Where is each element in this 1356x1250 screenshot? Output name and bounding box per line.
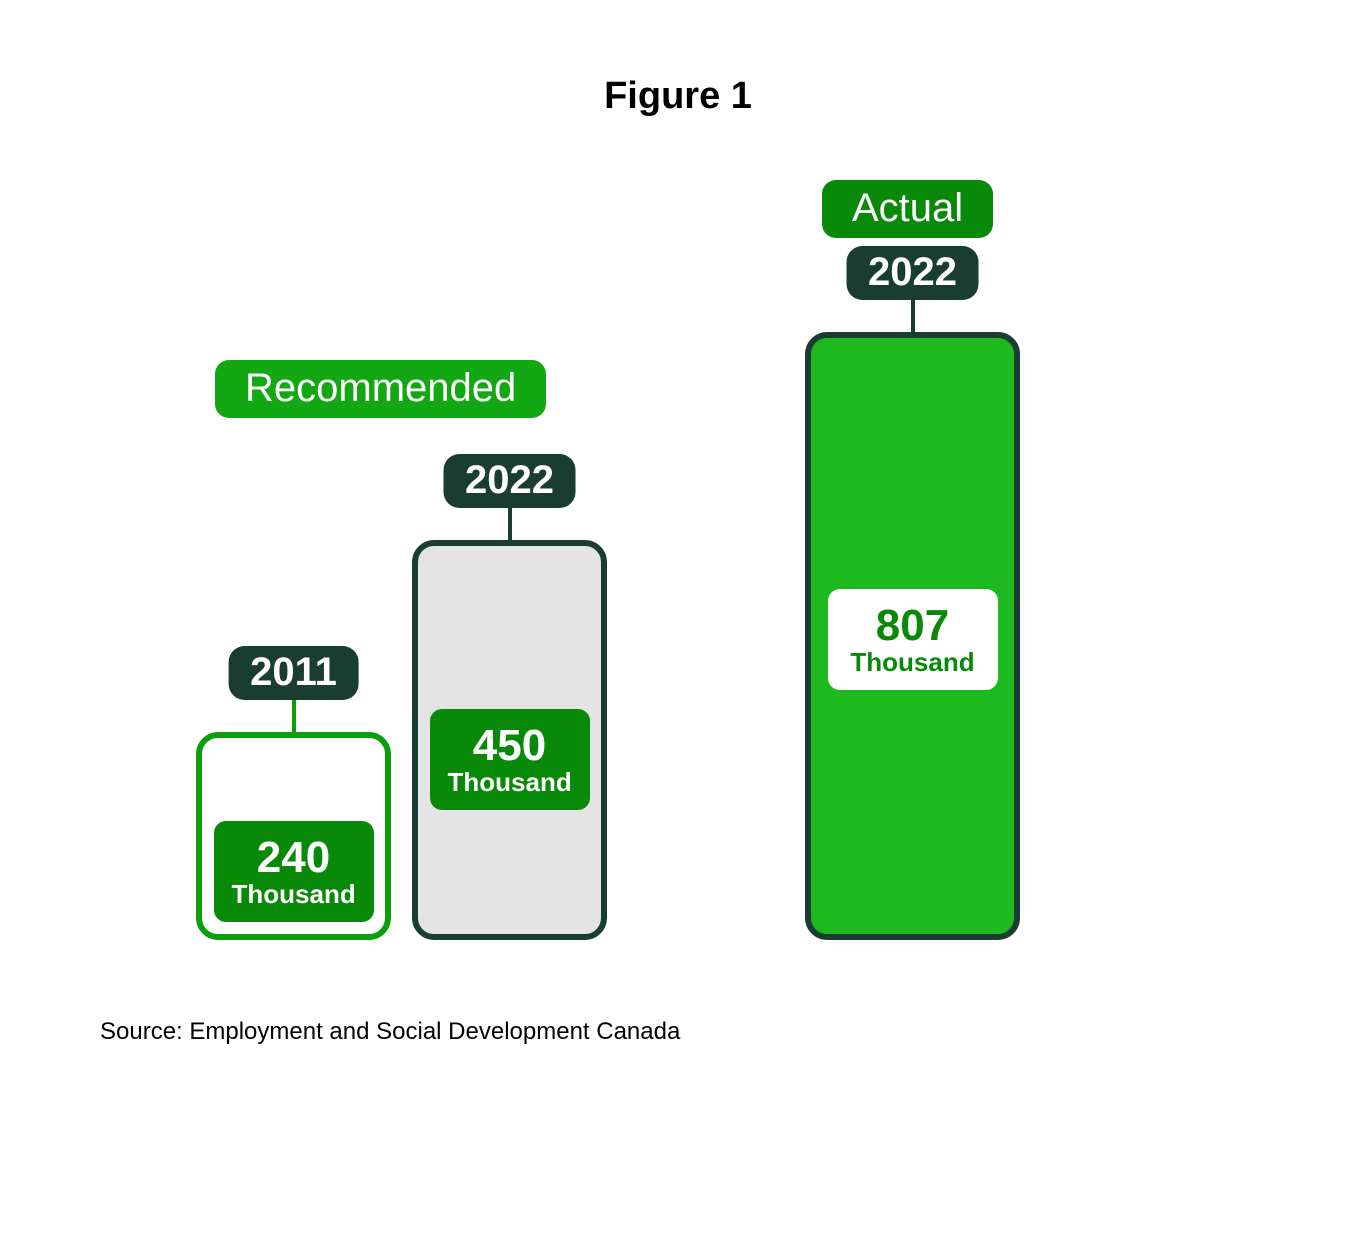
figure-title: Figure 1 (0, 75, 1356, 118)
value-number: 450 (448, 723, 572, 769)
bar-connector (911, 300, 915, 332)
value-unit: Thousand (232, 881, 356, 908)
year-pill: 2022 (846, 246, 979, 300)
value-number: 240 (232, 835, 356, 881)
year-pill: 2011 (228, 646, 359, 700)
source-text: Source: Employment and Social Developmen… (100, 1018, 680, 1046)
value-box: 450Thousand (430, 709, 590, 810)
figure-container: Figure 1 Recommended2011240Thousand20224… (0, 0, 1356, 1250)
group-label: Actual (822, 180, 993, 238)
value-box: 807Thousand (828, 589, 998, 690)
bar-connector (508, 508, 512, 540)
value-box: 240Thousand (214, 821, 374, 922)
chart-area: Recommended2011240Thousand2022450Thousan… (0, 160, 1356, 940)
bar-connector (292, 700, 296, 732)
value-number: 807 (846, 603, 980, 649)
value-unit: Thousand (846, 649, 980, 676)
group-label: Recommended (215, 360, 546, 418)
value-unit: Thousand (448, 769, 572, 796)
year-pill: 2022 (443, 454, 576, 508)
